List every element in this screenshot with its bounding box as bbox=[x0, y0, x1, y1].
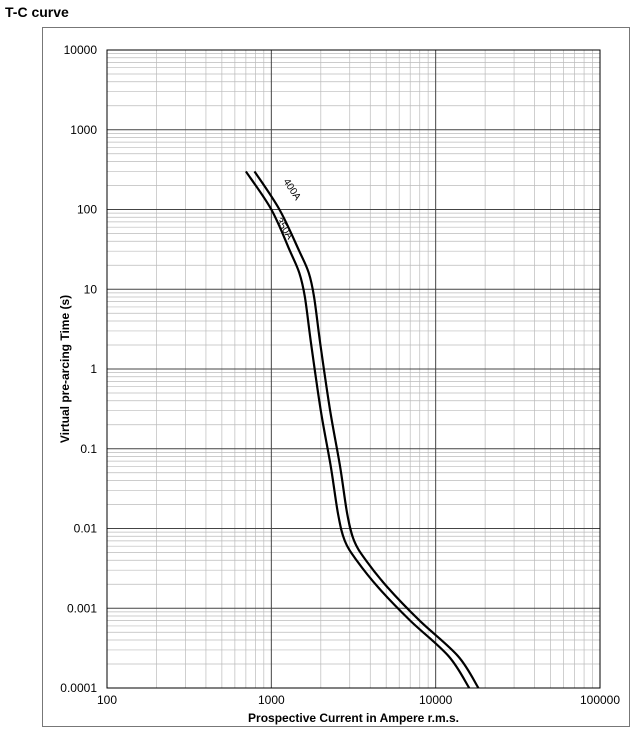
page-title: T-C curve bbox=[5, 4, 69, 20]
y-tick-label: 0.0001 bbox=[60, 681, 97, 695]
y-tick-label: 10 bbox=[84, 282, 98, 296]
series-line-350a bbox=[244, 170, 471, 689]
y-tick-label: 100 bbox=[77, 203, 97, 217]
series-line-400a bbox=[253, 170, 480, 689]
y-tick-label: 10000 bbox=[64, 43, 98, 57]
x-tick-label: 10000 bbox=[419, 693, 453, 707]
y-tick-label: 1000 bbox=[70, 123, 97, 137]
y-tick-labels: 0.0001 0.001 0.01 0.1 1 10 100 1000 10000 bbox=[60, 43, 97, 695]
y-axis-label: Virtual pre-arcing Time (s) bbox=[58, 295, 72, 443]
x-tick-label: 100000 bbox=[580, 693, 620, 707]
plot-area-border bbox=[106, 49, 601, 689]
x-tick-label: 1000 bbox=[258, 693, 285, 707]
y-tick-label: 1 bbox=[90, 362, 97, 376]
y-tick-label: 0.1 bbox=[80, 442, 97, 456]
major-grid bbox=[107, 50, 600, 688]
tc-curve-chart: 100 1000 10000 100000 0.0001 0.001 0.01 0.1 1 10… bbox=[58, 43, 620, 725]
x-tick-labels: 100 1000 10000 100000 bbox=[97, 693, 620, 707]
chart-frame: 100 1000 10000 100000 0.0001 0.001 0.01 0.1 1 10… bbox=[42, 27, 630, 727]
y-tick-label: 0.01 bbox=[74, 522, 98, 536]
series-group bbox=[244, 170, 480, 689]
curve-label-350a: 350A bbox=[273, 216, 295, 242]
x-axis-label: Prospective Current in Ampere r.m.s. bbox=[248, 711, 459, 725]
x-tick-label: 100 bbox=[97, 693, 117, 707]
curve-label-400a: 400A bbox=[281, 177, 303, 203]
y-tick-label: 0.001 bbox=[67, 601, 97, 615]
